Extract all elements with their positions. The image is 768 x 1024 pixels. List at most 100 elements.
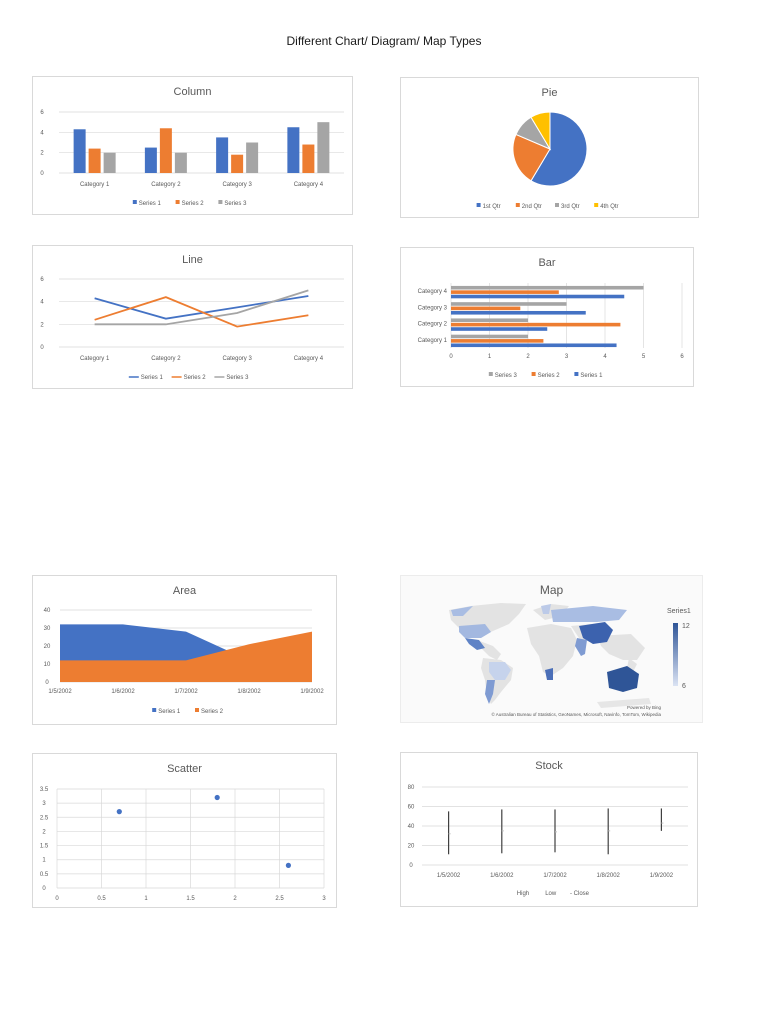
- column-bar: [231, 154, 244, 173]
- stock-chart-title: Stock: [535, 760, 563, 772]
- bar-chart-plot: 0 1 2 3 4 5 6 Category 1 Category 2 Category 3 Cat…: [418, 283, 684, 379]
- column-bar: [159, 128, 172, 173]
- column-bar: [103, 152, 116, 173]
- bar-segment: [451, 302, 567, 306]
- axis-label: 0: [449, 354, 453, 360]
- axis-label: Category 4: [294, 356, 324, 362]
- axis-label: Category 2: [418, 322, 448, 328]
- bar-segment: [451, 318, 528, 323]
- pie-chart-title: Pie: [541, 87, 558, 99]
- area-chart-plot: 0 10 20 30 40 1/5/2002 1/6/2002 1/7/2002 1/8/200…: [44, 608, 325, 715]
- axis-label: 1/5/2002: [48, 689, 72, 695]
- legend-item: Low: [545, 891, 557, 897]
- bar-segment: [451, 343, 617, 348]
- stock-chart[interactable]: Stock 0 20 40 60 80 1/5/2002 1/6/2002 1/7/2002 1…: [400, 752, 698, 907]
- axis-label: 20: [408, 844, 415, 850]
- scatter-point: [214, 794, 220, 801]
- axis-label: 40: [44, 608, 51, 614]
- column-bar: [174, 152, 187, 173]
- map-highlighted-regions: [451, 604, 639, 704]
- axis-label: 2.5: [275, 896, 284, 902]
- world-map: Series1 12 6 Powered by Bing © Australia…: [449, 603, 691, 717]
- legend-item: Series 3: [224, 201, 247, 207]
- region-finland: [541, 604, 551, 614]
- bar-segment: [451, 285, 644, 290]
- axis-label: 4: [40, 130, 44, 136]
- axis-label: 6: [680, 354, 684, 360]
- axis-label: Category 1: [80, 182, 110, 188]
- axis-label: 3: [322, 896, 326, 902]
- axis-label: Category 4: [294, 182, 324, 188]
- legend-item: Series 3: [226, 375, 249, 381]
- legend-item: Series 1: [580, 373, 603, 379]
- map-chart-title: Map: [539, 583, 564, 597]
- column-chart[interactable]: Column 0 2 4 6 Category 1 Category 2 Category …: [32, 76, 353, 215]
- scatter-point: [116, 809, 122, 815]
- region-china: [579, 622, 613, 644]
- bar-segment: [451, 322, 621, 327]
- axis-label: 1/6/2002: [111, 689, 135, 695]
- legend-item: Series 3: [495, 373, 518, 379]
- region-brazil: [489, 662, 511, 680]
- line-chart-title: Line: [182, 254, 203, 266]
- column-bar: [302, 144, 315, 173]
- axis-label: 1.5: [40, 844, 49, 850]
- line-chart[interactable]: Line 0 2 4 6 Category 1 Category 2 Category 3 C…: [32, 245, 353, 389]
- axis-label: Category 1: [80, 356, 110, 362]
- axis-label: 30: [44, 626, 51, 632]
- axis-label: Category 3: [418, 305, 448, 311]
- axis-label: 6: [40, 110, 44, 116]
- axis-label: Category 3: [222, 356, 252, 362]
- legend-item: Series 1: [139, 201, 162, 207]
- axis-label: 1/5/2002: [437, 873, 461, 879]
- line-chart-plot: 0 2 4 6 Category 1 Category 2 Category 3 Catego…: [40, 277, 344, 381]
- pie-chart-plot: 1st Qtr 2nd Qtr 3rd Qtr 4th Qtr: [476, 111, 619, 210]
- axis-label: 1/9/2002: [650, 873, 674, 879]
- column-chart-title: Column: [173, 86, 212, 98]
- legend-item: Series 2: [201, 709, 224, 715]
- bar-segment: [451, 339, 544, 343]
- axis-label: Category 1: [418, 338, 448, 344]
- pie-slice: [512, 133, 551, 182]
- map-legend: Series1 12 6: [667, 608, 691, 690]
- axis-label: 3: [42, 801, 46, 807]
- legend-item: - Close: [570, 891, 590, 897]
- bar-segment: [451, 334, 528, 339]
- axis-label: 40: [408, 824, 415, 830]
- region-india: [575, 638, 587, 656]
- map-legend-series-label: Series1: [667, 608, 691, 615]
- axis-label: Category 3: [222, 182, 252, 188]
- axis-label: 3: [565, 354, 569, 360]
- legend-item: 1st Qtr: [483, 204, 501, 210]
- axis-label: 0.5: [40, 872, 49, 878]
- pie-chart[interactable]: Pie 1st Qtr 2nd Qtr 3rd Qtr 4th Qtr: [400, 77, 699, 218]
- column-bar: [144, 147, 157, 173]
- page-title: Different Chart/ Diagram/ Map Types: [286, 34, 482, 48]
- region-usa: [459, 624, 491, 638]
- axis-label: 2.5: [40, 815, 49, 821]
- region-argentina: [485, 680, 495, 704]
- axis-label: 2: [526, 354, 530, 360]
- axis-label: 1/9/2002: [300, 689, 324, 695]
- axis-label: 0.5: [97, 896, 106, 902]
- line-series: [94, 295, 309, 320]
- axis-label: 3.5: [40, 787, 49, 793]
- scatter-chart[interactable]: Scatter 0 0.5 1 1.5 2 2.5 3 3.5 0 0.5 1 1.5 2 2.5 3: [32, 753, 337, 908]
- region-namibia: [545, 668, 553, 680]
- axis-label: 1: [42, 858, 46, 864]
- map-legend-max: 12: [682, 623, 690, 630]
- area-chart[interactable]: Area 0 10 20 30 40 1/5/2002 1/6/2002 1/7/2002 1/…: [32, 575, 337, 725]
- region-russia: [551, 606, 627, 622]
- axis-label: 4: [603, 354, 607, 360]
- axis-label: 2: [40, 322, 44, 328]
- column-chart-plot: 0 2 4 6 Category 1 Category 2 Category 3 Catego…: [40, 110, 344, 207]
- bar-segment: [451, 327, 548, 331]
- axis-label: 2: [42, 829, 46, 835]
- bar-chart[interactable]: Bar 0 1 2 3 4 5 6 Category 1 Category 2 Category …: [400, 247, 694, 387]
- line-series: [94, 296, 309, 328]
- map-chart[interactable]: Map Series1: [400, 575, 703, 723]
- legend-item: 2nd Qtr: [522, 204, 542, 210]
- axis-label: 80: [408, 785, 415, 791]
- line-series: [94, 289, 309, 326]
- axis-label: Category 2: [151, 182, 181, 188]
